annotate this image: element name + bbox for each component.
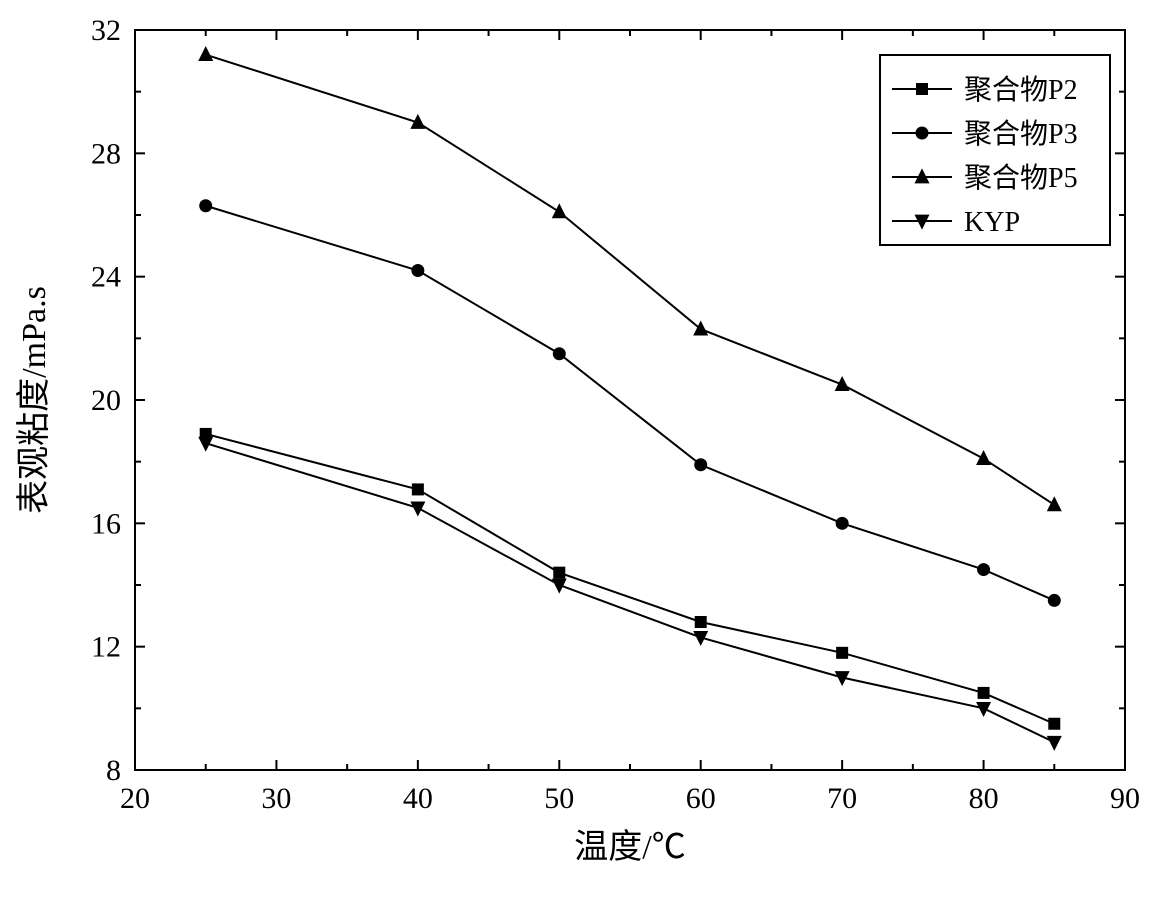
- series-line: [206, 206, 1055, 601]
- x-tick-label: 40: [403, 782, 433, 815]
- marker-circle: [694, 458, 707, 471]
- series-line: [206, 443, 1055, 742]
- marker-square: [412, 483, 424, 495]
- marker-square: [836, 647, 848, 659]
- x-tick-label: 30: [261, 782, 291, 815]
- series: [200, 428, 1061, 730]
- marker-circle: [553, 347, 566, 360]
- legend-label: 聚合物P3: [964, 118, 1078, 150]
- marker-circle: [1048, 594, 1061, 607]
- marker-square: [695, 616, 707, 628]
- marker-triangle-up: [198, 46, 213, 61]
- y-tick-label: 20: [91, 384, 121, 417]
- series: [199, 199, 1061, 607]
- x-tick-label: 60: [686, 782, 716, 815]
- y-tick-label: 8: [106, 754, 121, 787]
- y-tick-label: 16: [91, 507, 121, 540]
- legend-label: 聚合物P5: [964, 162, 1078, 194]
- marker-triangle-down: [410, 502, 425, 517]
- marker-circle: [199, 199, 212, 212]
- viscosity-temperature-chart: 20 30 40 50 60 70 80 90 8 12 16 20 24 28 32 温度/℃ 表观粘度/mP…: [0, 0, 1171, 899]
- x-tick-label: 80: [969, 782, 999, 815]
- marker-circle: [916, 127, 929, 140]
- legend-label: KYP: [964, 207, 1020, 238]
- marker-triangle-up: [976, 450, 991, 465]
- y-axis-label: 表观粘度/mPa.s: [15, 286, 53, 514]
- legend-label: 聚合物P2: [964, 74, 1078, 106]
- x-tick-label: 20: [120, 782, 150, 815]
- marker-triangle-up: [552, 203, 567, 218]
- marker-circle: [411, 264, 424, 277]
- marker-circle: [836, 517, 849, 530]
- y-tick-label: 32: [91, 14, 121, 47]
- marker-triangle-down: [976, 702, 991, 717]
- x-tick-label: 70: [827, 782, 857, 815]
- series: [198, 437, 1062, 751]
- marker-square: [553, 567, 565, 579]
- marker-square: [1048, 718, 1060, 730]
- series-line: [206, 434, 1055, 724]
- x-axis-label: 温度/℃: [574, 828, 685, 866]
- marker-triangle-down: [1047, 736, 1062, 751]
- y-tick-label: 12: [91, 631, 121, 664]
- marker-square: [978, 687, 990, 699]
- marker-circle: [977, 563, 990, 576]
- marker-triangle-up: [1047, 496, 1062, 511]
- x-tick-label: 90: [1110, 782, 1140, 815]
- y-tick-label: 24: [91, 261, 121, 294]
- y-tick-label: 28: [91, 137, 121, 170]
- marker-square: [916, 83, 928, 95]
- chart-svg: 20 30 40 50 60 70 80 90 8 12 16 20 24 28 32 温度/℃ 表观粘度/mP…: [0, 0, 1171, 899]
- x-tick-label: 50: [544, 782, 574, 815]
- marker-triangle-up: [693, 320, 708, 335]
